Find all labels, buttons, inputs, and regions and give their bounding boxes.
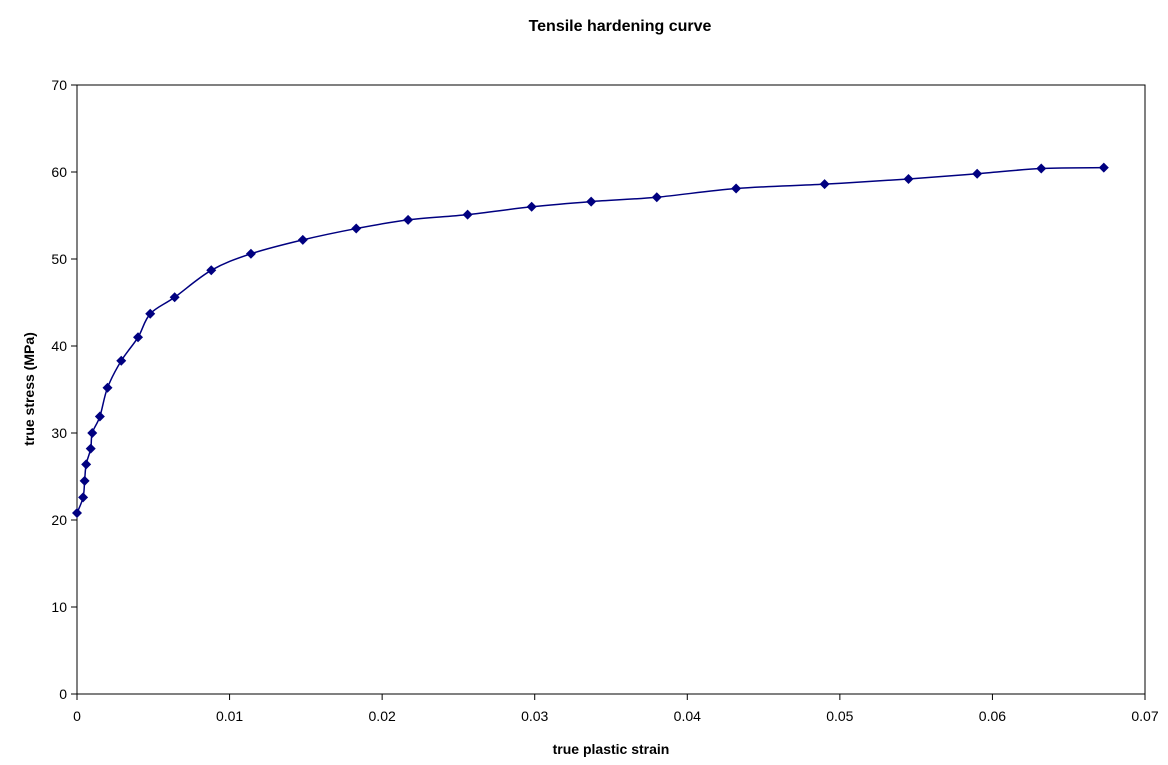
data-point xyxy=(462,209,473,220)
data-point xyxy=(731,183,742,194)
y-tick-label: 10 xyxy=(51,599,67,615)
data-point xyxy=(81,459,92,470)
x-tick-label: 0 xyxy=(73,708,81,724)
data-point xyxy=(78,492,89,503)
series-points xyxy=(72,162,1109,519)
chart-title: Tensile hardening curve xyxy=(529,18,712,35)
data-point xyxy=(133,332,144,343)
x-tick-label: 0.02 xyxy=(369,708,396,724)
data-point xyxy=(586,196,597,207)
y-tick-label: 40 xyxy=(51,338,67,354)
data-point xyxy=(903,173,914,184)
plot-area xyxy=(76,84,1146,695)
data-point xyxy=(297,234,308,245)
data-point xyxy=(145,308,156,319)
data-point xyxy=(87,428,98,438)
data-point xyxy=(526,201,537,212)
data-point xyxy=(245,248,256,259)
data-point xyxy=(85,443,96,454)
y-tick-label: 20 xyxy=(51,512,67,528)
data-point xyxy=(94,411,105,422)
x-tick-label: 0.05 xyxy=(826,708,853,724)
data-point xyxy=(819,179,830,190)
y-tick-label: 30 xyxy=(51,425,67,441)
y-tick-label: 70 xyxy=(51,77,67,93)
x-tick-label: 0.06 xyxy=(979,708,1006,724)
x-tick-label: 0.01 xyxy=(216,708,243,724)
data-point xyxy=(651,192,662,203)
data-point xyxy=(102,382,113,393)
x-axis-title: true plastic strain xyxy=(553,741,670,757)
x-axis-ticks: 0 0.01 0.02 0.03 0.04 0.05 0.06 0.07 xyxy=(73,694,1159,724)
x-tick-label: 0.07 xyxy=(1131,708,1158,724)
data-point xyxy=(79,475,90,486)
data-point xyxy=(72,508,82,519)
y-tick-label: 50 xyxy=(51,251,67,267)
data-point xyxy=(116,355,127,366)
x-tick-label: 0.04 xyxy=(674,708,701,724)
data-point xyxy=(351,223,362,234)
data-point xyxy=(1036,163,1047,174)
data-point xyxy=(206,265,217,276)
y-axis-ticks: 0 10 20 30 40 50 60 70 xyxy=(51,77,77,702)
data-point xyxy=(403,214,414,225)
y-tick-label: 0 xyxy=(59,686,67,702)
y-tick-label: 60 xyxy=(51,164,67,180)
x-tick-label: 0.03 xyxy=(521,708,548,724)
y-axis-title: true stress (MPa) xyxy=(21,332,37,446)
data-point xyxy=(169,292,180,303)
data-point xyxy=(1098,162,1109,173)
data-point xyxy=(972,168,983,179)
